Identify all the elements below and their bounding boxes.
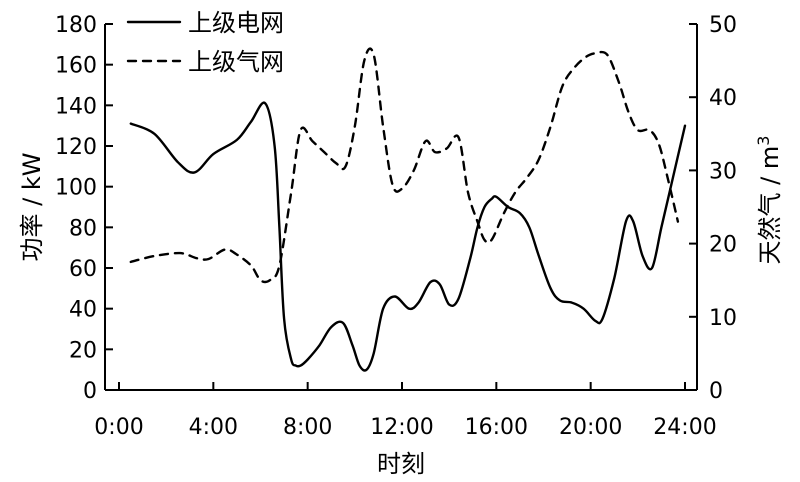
left-tick-label: 20 (69, 338, 97, 363)
left-tick-label: 180 (55, 13, 97, 38)
left-tick-label: 60 (69, 257, 97, 282)
y-axis-label-right: 天然气 / m3 (754, 136, 784, 265)
y-axis-label-right-main: 天然气 / m (756, 146, 784, 265)
right-tick-label: 30 (709, 159, 737, 184)
legend-label-grid: 上级电网 (188, 9, 284, 37)
right-tick-label: 40 (709, 86, 737, 111)
x-tick-label: 12:00 (370, 415, 433, 440)
right-tick-label: 0 (709, 379, 723, 404)
left-tick-label: 100 (55, 176, 97, 201)
legend: 上级电网 上级气网 (126, 9, 284, 76)
x-tick-label: 8:00 (283, 415, 332, 440)
right-tick-label: 50 (709, 13, 737, 38)
series-line-gas (129, 47, 680, 284)
left-tick-label: 80 (69, 216, 97, 241)
x-axis-ticks: 0:00 4:00 8:00 12:00 16:00 20:00 24:00 (94, 382, 717, 440)
left-tick-label: 120 (55, 135, 97, 160)
series-line-grid (129, 101, 687, 372)
right-axis-ticks: 0 10 20 30 40 50 (689, 13, 737, 404)
x-tick-label: 16:00 (465, 415, 528, 440)
series-lines (129, 47, 687, 372)
x-tick-label: 20:00 (559, 415, 622, 440)
right-tick-label: 20 (709, 233, 737, 258)
x-tick-label: 4:00 (189, 415, 238, 440)
right-tick-label: 10 (709, 306, 737, 331)
left-tick-label: 140 (55, 94, 97, 119)
y-axis-label-right-sup: 3 (754, 136, 773, 146)
left-tick-label: 160 (55, 54, 97, 79)
x-tick-label: 0:00 (94, 415, 143, 440)
left-tick-label: 0 (83, 379, 97, 404)
left-axis-ticks: 0 20 40 60 80 100 120 140 160 180 (55, 13, 113, 404)
x-axis-label: 时刻 (377, 450, 425, 478)
y-axis-label-left: 功率 / kW (18, 153, 46, 262)
axes (104, 24, 698, 391)
legend-label-gas: 上级气网 (188, 48, 284, 76)
x-tick-label: 24:00 (653, 415, 716, 440)
left-tick-label: 40 (69, 298, 97, 323)
